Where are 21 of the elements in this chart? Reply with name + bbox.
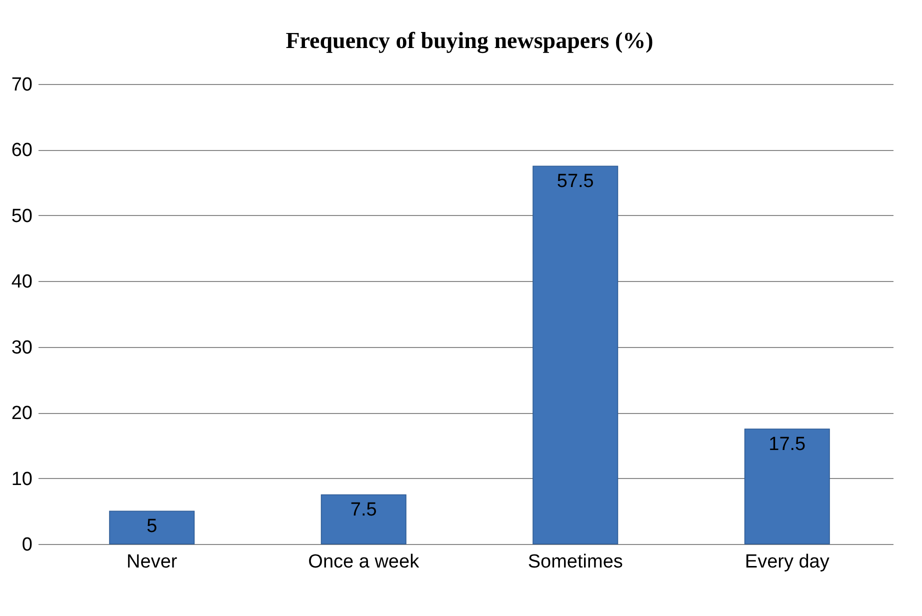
x-tick-label: Every day bbox=[744, 552, 830, 572]
bar bbox=[320, 494, 406, 544]
y-tick-label: 30 bbox=[11, 337, 32, 358]
y-tick-label: 0 bbox=[22, 534, 32, 556]
y-tick-label: 50 bbox=[11, 206, 32, 227]
y-tick-label: 60 bbox=[11, 140, 32, 162]
bar bbox=[532, 166, 618, 544]
bar bbox=[109, 510, 195, 544]
y-tick-label: 40 bbox=[11, 272, 32, 293]
y-tick-label: 20 bbox=[11, 403, 32, 424]
x-tick-label: Sometimes bbox=[528, 552, 623, 572]
y-tick-label: 10 bbox=[11, 468, 32, 490]
data-label: 17.5 bbox=[768, 434, 806, 455]
x-tick-label: Once a week bbox=[308, 552, 420, 572]
data-label: 5 bbox=[146, 516, 158, 538]
data-label: 57.5 bbox=[556, 171, 594, 192]
x-tick-label: Never bbox=[126, 552, 178, 572]
data-label: 7.5 bbox=[350, 500, 377, 521]
chart-title: Frequency of buying newspapers (%) bbox=[286, 28, 654, 54]
bar bbox=[744, 428, 830, 544]
y-tick-label: 70 bbox=[11, 74, 32, 96]
